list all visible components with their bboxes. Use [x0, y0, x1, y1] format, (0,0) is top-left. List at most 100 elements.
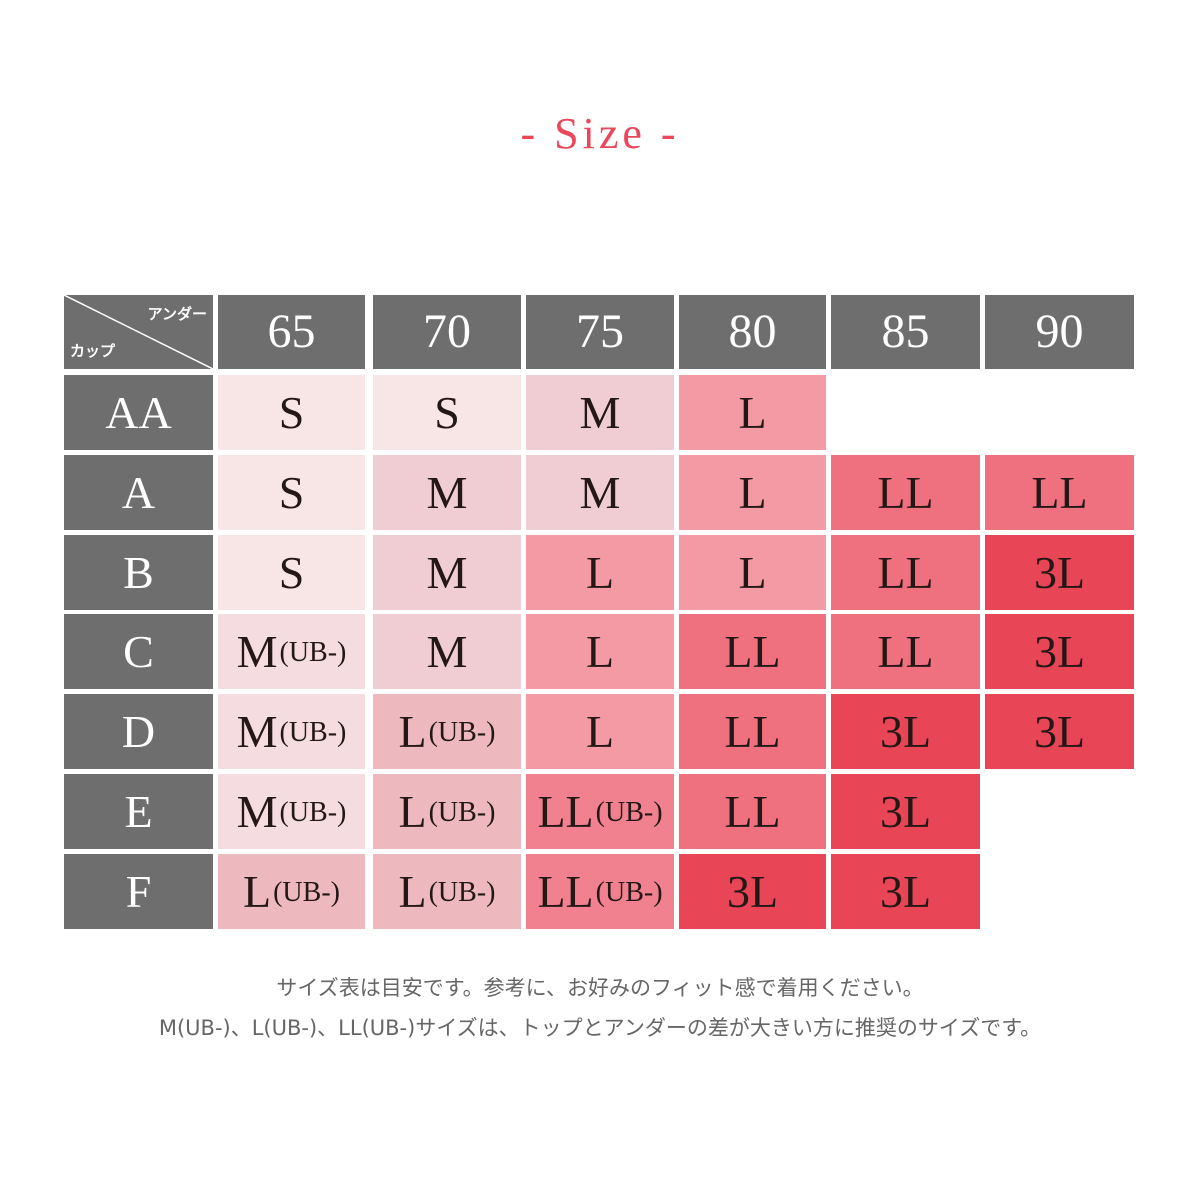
size-value: 3L [879, 785, 932, 837]
size-value: 3L [879, 865, 932, 917]
column-header-65: 65 [218, 295, 365, 369]
size-cell-d-75: L [526, 694, 674, 769]
size-value: LL [724, 785, 781, 837]
row-header-d: D [64, 694, 213, 769]
size-value: L [738, 466, 767, 518]
size-value: L [585, 546, 615, 598]
size-cell-e-70: L (UB-) [373, 774, 521, 849]
size-value: S [278, 466, 305, 518]
size-cell-a-70: M [373, 455, 521, 530]
size-value: L [585, 705, 615, 757]
size-value: L [738, 386, 767, 438]
size-cell-b-80: L [679, 535, 826, 610]
size-value: L [243, 865, 272, 917]
size-cell-c-80: LL [679, 614, 826, 689]
under-label: アンダー [147, 305, 207, 323]
size-cell-f-85: 3L [831, 854, 980, 929]
ub-suffix: (UB-) [595, 876, 663, 908]
size-cell-f-65: L (UB-) [218, 854, 365, 929]
size-cell-c-75: L [526, 614, 674, 689]
size-value: 3L [879, 705, 932, 757]
size-value: M [579, 466, 621, 518]
size-cell-b-90: 3L [985, 535, 1134, 610]
column-header-75: 75 [526, 295, 674, 369]
size-value: L [585, 625, 615, 677]
size-value: LL [877, 546, 934, 598]
size-cell-b-70: M [373, 535, 521, 610]
size-cell-c-90: 3L [985, 614, 1134, 689]
ub-suffix: (UB-) [273, 876, 340, 908]
row-header-a: A [64, 455, 213, 530]
ub-suffix: (UB-) [279, 636, 347, 668]
size-value: M [426, 546, 468, 598]
size-value: L [398, 785, 427, 837]
ub-suffix: (UB-) [428, 876, 496, 908]
cup-label: カップ [70, 342, 116, 360]
size-cell-a-80: L [679, 455, 826, 530]
size-cell-a-75: M [526, 455, 674, 530]
size-cell-aa-65: S [218, 375, 365, 450]
size-value: LL [724, 705, 781, 757]
size-cell-b-65: S [218, 535, 365, 610]
column-header-90: 90 [985, 295, 1134, 369]
size-value: 3L [726, 865, 779, 917]
note-line-2: M(UB-)、L(UB-)、LL(UB-)サイズは、トップとアンダーの差が大きい… [158, 1016, 1042, 1040]
size-value: LL [877, 625, 934, 677]
size-value: M [236, 785, 278, 837]
row-header-e: E [64, 774, 213, 849]
ub-suffix: (UB-) [279, 796, 347, 828]
size-cell-f-80: 3L [679, 854, 826, 929]
size-cell-d-70: L (UB-) [373, 694, 521, 769]
size-value: L [398, 865, 427, 917]
size-cell-e-65: M (UB-) [218, 774, 365, 849]
size-cell-a-85: LL [831, 455, 980, 530]
size-value: S [434, 386, 460, 438]
size-value: 3L [1033, 625, 1086, 677]
row-header-b: B [64, 535, 213, 610]
page-title: - Size - [520, 109, 680, 158]
size-value: M [236, 625, 278, 677]
size-cell-aa-70: S [373, 375, 521, 450]
size-value: S [278, 546, 305, 598]
size-value: LL [724, 625, 781, 677]
diagonal-divider [64, 295, 213, 369]
size-cell-e-80: LL [679, 774, 826, 849]
note-line-1: サイズ表は目安です。参考に、お好みのフィット感で着用ください。 [276, 976, 924, 1000]
size-cell-a-65: S [218, 455, 365, 530]
size-value: M [236, 705, 278, 757]
size-value: 3L [1033, 705, 1086, 757]
size-cell-e-85: 3L [831, 774, 980, 849]
size-cell-a-90: LL [985, 455, 1134, 530]
size-cell-b-75: L [526, 535, 674, 610]
size-cell-c-70: M [373, 614, 521, 689]
size-value: M [426, 466, 468, 518]
row-header-f: F [64, 854, 213, 929]
row-header-aa: AA [64, 375, 213, 450]
column-header-85: 85 [831, 295, 980, 369]
column-header-70: 70 [373, 295, 521, 369]
size-cell-d-90: 3L [985, 694, 1134, 769]
size-cell-f-75: LL (UB-) [526, 854, 674, 929]
size-cell-d-80: LL [679, 694, 826, 769]
column-header-80: 80 [679, 295, 826, 369]
size-cell-d-65: M (UB-) [218, 694, 365, 769]
size-value: L [738, 546, 767, 598]
size-value: 3L [1033, 546, 1086, 598]
size-value: LL [1031, 466, 1088, 518]
size-value: LL [877, 466, 934, 518]
size-cell-e-75: LL (UB-) [526, 774, 674, 849]
size-cell-d-85: 3L [831, 694, 980, 769]
ub-suffix: (UB-) [428, 796, 496, 828]
size-cell-c-65: M (UB-) [218, 614, 365, 689]
row-header-c: C [64, 614, 213, 689]
table-corner-header: アンダー カップ [64, 295, 213, 369]
ub-suffix: (UB-) [428, 716, 496, 748]
size-cell-aa-75: M [526, 375, 674, 450]
ub-suffix: (UB-) [279, 716, 347, 748]
size-cell-c-85: LL [831, 614, 980, 689]
size-cell-b-85: LL [831, 535, 980, 610]
size-value: M [426, 625, 468, 677]
size-value: LL [537, 785, 594, 837]
size-value: S [278, 386, 305, 438]
ub-suffix: (UB-) [595, 796, 663, 828]
